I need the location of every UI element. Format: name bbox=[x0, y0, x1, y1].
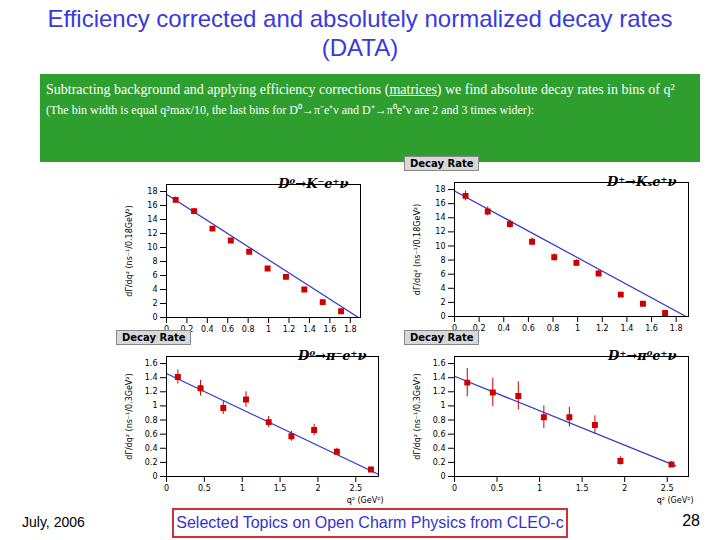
svg-text:10: 10 bbox=[435, 242, 445, 251]
html-text:28: 28 bbox=[682, 512, 700, 529]
svg-text:D⁺→Kₛe⁺ν: D⁺→Kₛe⁺ν bbox=[606, 174, 677, 189]
svg-text:1.6: 1.6 bbox=[433, 359, 446, 368]
html-text:July, 2006: July, 2006 bbox=[22, 514, 85, 530]
svg-text:0.8: 0.8 bbox=[547, 324, 560, 333]
svg-text:10: 10 bbox=[147, 243, 157, 252]
svg-text:1.2: 1.2 bbox=[596, 324, 609, 333]
svg-text:0.2: 0.2 bbox=[472, 324, 486, 334]
svg-text:8: 8 bbox=[440, 256, 445, 265]
svg-text:6: 6 bbox=[440, 270, 445, 279]
svg-text:0.5: 0.5 bbox=[491, 484, 504, 493]
svg-text:1.5: 1.5 bbox=[274, 484, 287, 493]
svg-text:2: 2 bbox=[622, 484, 627, 493]
svg-text:1.2: 1.2 bbox=[283, 325, 296, 334]
html-text:Efficiency corrected and absol: Efficiency corrected and absolutely norm… bbox=[47, 5, 673, 61]
svg-text:6: 6 bbox=[152, 271, 157, 280]
svg-text:0: 0 bbox=[440, 472, 445, 481]
svg-text:4: 4 bbox=[152, 285, 157, 294]
svg-text:0.2: 0.2 bbox=[433, 458, 446, 467]
svg-text:1: 1 bbox=[266, 325, 271, 334]
svg-text:0.8: 0.8 bbox=[433, 416, 446, 425]
svg-text:q² (GeV²): q² (GeV²) bbox=[657, 496, 694, 505]
svg-text:2.5: 2.5 bbox=[661, 484, 674, 493]
svg-text:0.6: 0.6 bbox=[433, 430, 446, 439]
svg-text:2.5: 2.5 bbox=[349, 484, 362, 493]
svg-text:1: 1 bbox=[537, 484, 542, 493]
svg-text:0.2: 0.2 bbox=[145, 458, 158, 467]
svg-text:dΓ/dq² (ns⁻¹/0.3GeV²): dΓ/dq² (ns⁻¹/0.3GeV²) bbox=[413, 373, 422, 459]
svg-text:16: 16 bbox=[147, 201, 157, 210]
svg-text:12: 12 bbox=[147, 229, 157, 238]
svg-text:1: 1 bbox=[240, 484, 245, 493]
svg-text:0: 0 bbox=[452, 324, 457, 334]
svg-text:0.4: 0.4 bbox=[145, 444, 158, 453]
svg-text:dΓ/dq² (ns⁻¹/0.18GeV²): dΓ/dq² (ns⁻¹/0.18GeV²) bbox=[125, 205, 134, 296]
svg-text:1.8: 1.8 bbox=[670, 324, 683, 333]
svg-text:1.4: 1.4 bbox=[145, 373, 158, 382]
svg-text:0.4: 0.4 bbox=[201, 325, 214, 334]
svg-text:0.6: 0.6 bbox=[221, 325, 234, 334]
svg-text:dΓ/dq² (ns⁻¹/0.3GeV²): dΓ/dq² (ns⁻¹/0.3GeV²) bbox=[125, 373, 134, 459]
svg-text:2: 2 bbox=[315, 484, 320, 493]
svg-text:1.6: 1.6 bbox=[645, 324, 658, 333]
svg-text:1.6: 1.6 bbox=[324, 325, 337, 334]
svg-text:12: 12 bbox=[435, 227, 445, 236]
svg-text:1.4: 1.4 bbox=[621, 324, 634, 333]
svg-text:q² (GeV²): q² (GeV²) bbox=[347, 496, 384, 505]
svg-text:1.2: 1.2 bbox=[145, 387, 158, 396]
svg-text:14: 14 bbox=[147, 215, 157, 224]
svg-text:0.8: 0.8 bbox=[242, 325, 255, 334]
svg-text:1.5: 1.5 bbox=[576, 484, 589, 493]
svg-text:0.6: 0.6 bbox=[522, 324, 535, 333]
svg-text:D⁰→π⁻e⁺ν: D⁰→π⁻e⁺ν bbox=[297, 348, 366, 363]
svg-text:14: 14 bbox=[435, 213, 445, 222]
svg-text:0.6: 0.6 bbox=[145, 430, 158, 439]
svg-text:1: 1 bbox=[575, 324, 580, 333]
svg-text:0: 0 bbox=[440, 312, 445, 321]
html-text:Decay Rate: Decay Rate bbox=[122, 332, 186, 343]
svg-text:18: 18 bbox=[147, 187, 157, 196]
svg-text:D⁺→π⁰e⁺ν: D⁺→π⁰e⁺ν bbox=[607, 348, 676, 363]
html-text:Subtracting background and app: Subtracting background and applying effi… bbox=[46, 82, 675, 97]
svg-text:1.4: 1.4 bbox=[303, 325, 316, 334]
svg-text:2: 2 bbox=[440, 298, 445, 307]
svg-text:0.5: 0.5 bbox=[198, 484, 211, 493]
svg-text:1: 1 bbox=[152, 401, 157, 410]
svg-text:dΓ/dq² (ns⁻¹/0.18GeV²): dΓ/dq² (ns⁻¹/0.18GeV²) bbox=[413, 204, 422, 295]
html-text:Decay Rate: Decay Rate bbox=[410, 332, 474, 343]
svg-text:0: 0 bbox=[164, 484, 169, 493]
svg-text:8: 8 bbox=[152, 257, 157, 266]
svg-text:16: 16 bbox=[435, 199, 445, 208]
svg-text:18: 18 bbox=[435, 185, 445, 194]
html-text:Decay Rate: Decay Rate bbox=[410, 158, 474, 169]
svg-text:1.2: 1.2 bbox=[433, 387, 446, 396]
svg-text:4: 4 bbox=[440, 284, 445, 293]
svg-text:1: 1 bbox=[440, 401, 445, 410]
svg-text:2: 2 bbox=[152, 299, 157, 308]
svg-text:0.4: 0.4 bbox=[433, 444, 446, 453]
svg-text:D⁰→K⁻e⁺ν: D⁰→K⁻e⁺ν bbox=[277, 176, 348, 191]
html-text:(The bin width is equal q²max/: (The bin width is equal q²max/10, the la… bbox=[46, 103, 535, 117]
svg-text:0: 0 bbox=[152, 313, 157, 322]
svg-text:0: 0 bbox=[452, 484, 457, 493]
html-text:Selected Topics on Open Charm: Selected Topics on Open Charm Physics fr… bbox=[176, 514, 564, 531]
svg-text:0.8: 0.8 bbox=[145, 416, 158, 425]
svg-text:0: 0 bbox=[152, 472, 157, 481]
svg-text:1.6: 1.6 bbox=[145, 359, 158, 368]
svg-text:0.4: 0.4 bbox=[497, 324, 510, 333]
svg-text:1.8: 1.8 bbox=[344, 325, 357, 334]
svg-text:1.4: 1.4 bbox=[433, 373, 446, 382]
